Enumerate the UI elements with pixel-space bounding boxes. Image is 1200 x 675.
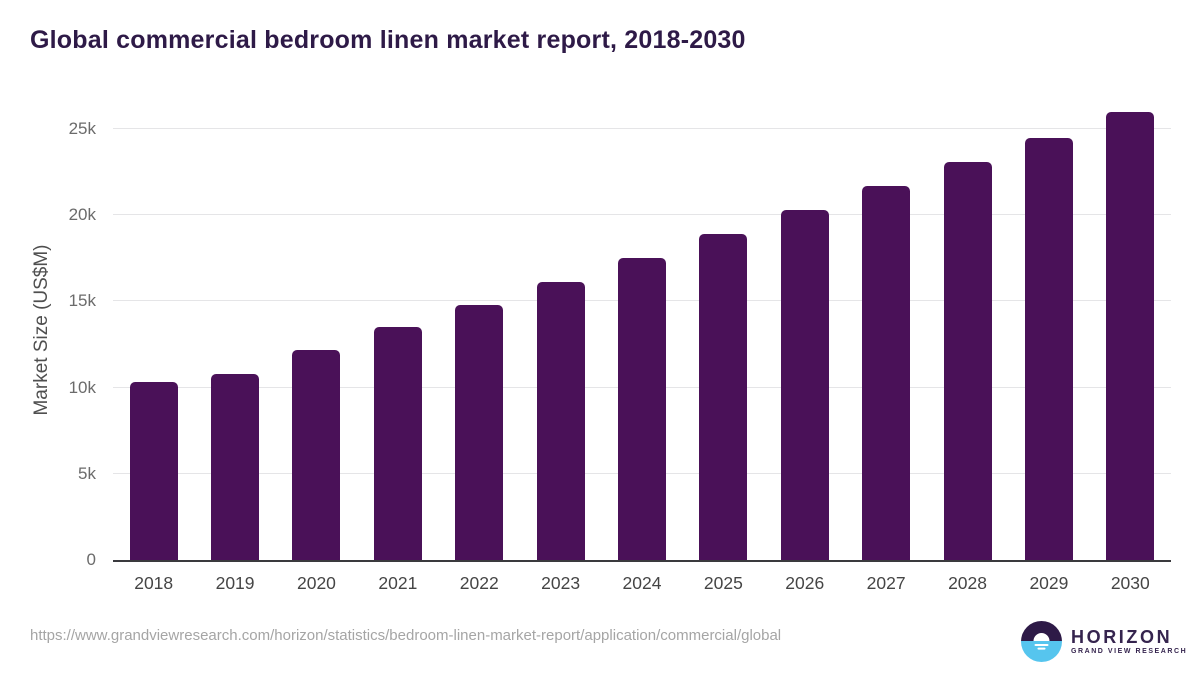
y-tick-5k: 5k: [78, 463, 96, 483]
x-tick-2019: 2019: [215, 573, 255, 593]
x-tick-2027: 2027: [866, 573, 906, 593]
x-tick-2028: 2028: [948, 573, 987, 593]
x-tick-2030: 2030: [1110, 573, 1150, 593]
x-tick-2026: 2026: [785, 573, 825, 593]
logo-tagline: GRAND VIEW RESEARCH: [1071, 648, 1188, 655]
bar-2024[interactable]: [618, 258, 666, 560]
x-tick-2029: 2029: [1029, 573, 1069, 593]
y-tick-0: 0: [86, 550, 96, 569]
y-tick-25k: 25k: [68, 118, 96, 138]
y-tick-10k: 10k: [68, 377, 96, 397]
y-tick-20k: 20k: [68, 205, 96, 225]
bar-2023[interactable]: [536, 282, 585, 560]
bar-2021[interactable]: [373, 327, 422, 560]
bar-2026[interactable]: [780, 210, 829, 560]
x-tick-2025: 2025: [703, 573, 743, 593]
bar-2029[interactable]: [1024, 137, 1073, 560]
bar-2022[interactable]: [455, 304, 504, 560]
gridline-20k: [113, 214, 1171, 216]
logo-text: HORIZON GRAND VIEW RESEARCH: [1071, 627, 1188, 656]
y-axis-title: Market Size (US$M): [26, 100, 58, 560]
gridline-25k: [113, 127, 1171, 129]
bar-2030[interactable]: [1106, 111, 1155, 560]
bar-2028[interactable]: [943, 161, 992, 560]
horizon-sun-icon: [1021, 621, 1062, 662]
bar-2018[interactable]: [129, 382, 178, 560]
x-tick-2024: 2024: [622, 573, 662, 593]
bar-2020[interactable]: [292, 349, 341, 560]
x-tick-2022: 2022: [459, 573, 499, 593]
chart-title: Global commercial bedroom linen market r…: [30, 26, 746, 54]
source-url-link[interactable]: https://www.grandviewresearch.com/horizo…: [30, 627, 782, 644]
horizon-logo: HORIZON GRAND VIEW RESEARCH: [1021, 621, 1187, 662]
x-tick-2023: 2023: [541, 573, 581, 593]
x-tick-2018: 2018: [134, 573, 174, 593]
y-tick-15k: 15k: [68, 291, 96, 311]
bar-2027[interactable]: [862, 185, 911, 560]
logo-name: HORIZON: [1071, 627, 1173, 647]
bar-2019[interactable]: [211, 373, 260, 560]
plot-area: 0 5k 10k 15k 20k 25k 2018 2019 2020 2021 2022 2023 2…: [69, 100, 1171, 593]
bar-2025[interactable]: [699, 234, 748, 560]
x-tick-2021: 2021: [378, 573, 418, 593]
x-tick-2020: 2020: [296, 573, 336, 593]
